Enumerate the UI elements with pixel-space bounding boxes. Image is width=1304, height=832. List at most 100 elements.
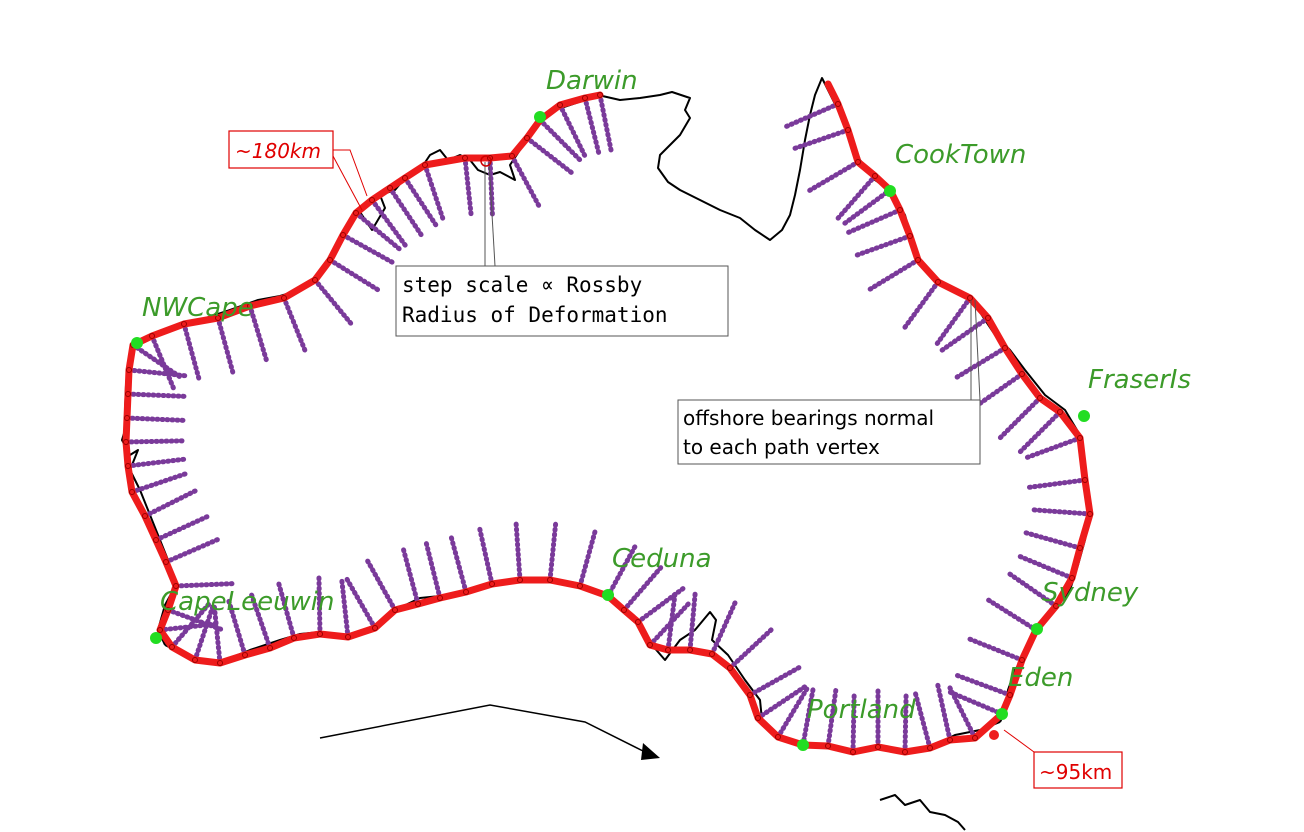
path-vertex [372, 625, 378, 631]
path-vertices [123, 92, 1093, 755]
offshore-transect [422, 162, 446, 223]
path-vertex [509, 153, 515, 159]
distance-south-text: ~95km [1039, 760, 1112, 784]
path-vertex [165, 607, 171, 613]
place-marker [1031, 623, 1043, 635]
offshore-transect [597, 92, 614, 155]
distance-north-box [228, 130, 334, 169]
path-vertex [902, 749, 908, 755]
place-label-fraseris: FraserIs [1088, 365, 1191, 395]
path-vertex [1053, 603, 1059, 609]
offshore-transect [339, 576, 351, 640]
path-vertex [845, 127, 851, 133]
path-vertex [124, 415, 130, 421]
path-vertex [907, 233, 913, 239]
path-vertex [125, 463, 131, 469]
bearing-note-box [677, 399, 981, 465]
path-vertex [173, 583, 179, 589]
rossby-note-box [395, 265, 729, 337]
offshore-transect [953, 672, 1013, 698]
offshore-transect [937, 315, 991, 354]
path-vertex [463, 589, 469, 595]
path-vertex [345, 634, 351, 640]
distance-north-leader [333, 149, 368, 197]
path-vertex [775, 734, 781, 740]
offshore-transect [448, 533, 469, 595]
distance-north-text: ~180km [235, 139, 321, 163]
offshore-transect [747, 664, 804, 698]
offshore-transect [327, 257, 382, 294]
offshore-transect [582, 95, 602, 157]
offshore-transect [834, 173, 878, 223]
place-label-portland: Portland [807, 695, 916, 725]
distance-label-south: ~95km [989, 729, 1123, 789]
path-vertex [422, 162, 428, 168]
path-vertex [1077, 545, 1083, 551]
path-vertex [340, 232, 346, 238]
place-label-ceduna: Ceduna [612, 544, 712, 574]
place-label-nwcape: NWCape [142, 293, 254, 323]
path-vertex [242, 652, 248, 658]
path-vertex [687, 647, 693, 653]
offshore-transect [840, 187, 893, 227]
offshore-transect [1023, 435, 1083, 461]
path-vertex [1019, 371, 1025, 377]
offshore-transect [312, 277, 355, 328]
offshore-transect [852, 233, 913, 259]
path-vertex [875, 744, 881, 750]
offshore-transect [1016, 409, 1063, 456]
path-vertex [163, 559, 169, 565]
path-vertex [1077, 435, 1083, 441]
offshore-transect [513, 519, 523, 583]
path-vertex [153, 537, 159, 543]
offshore-transect [727, 626, 776, 671]
offshore-transect [577, 527, 598, 589]
offshore-transect [825, 686, 839, 749]
path-vertex [1087, 511, 1093, 517]
offshore-transect [316, 573, 323, 637]
offshore-transect [364, 556, 398, 613]
offshore-transect [173, 581, 237, 589]
rossby-note-line2: Radius of Deformation [402, 303, 668, 327]
path-vertex [665, 647, 671, 653]
offshore-transect [1005, 570, 1059, 609]
offshore-transect [125, 456, 189, 469]
path-vertex [727, 665, 733, 671]
bearing-leader-line-2 [974, 299, 981, 401]
path-vertex [1037, 395, 1043, 401]
offshore-transect [402, 175, 440, 229]
path-vertex [149, 333, 155, 339]
offshore-transect [912, 689, 933, 751]
offshore-transect [971, 371, 1025, 410]
offshore-transect [343, 575, 378, 631]
arrow-head [641, 743, 660, 760]
path-vertex [557, 102, 563, 108]
offshore-transect [933, 295, 973, 348]
offshore-transect [181, 321, 202, 383]
path-vertex [317, 631, 323, 637]
distance-south-leader [1003, 729, 1035, 753]
offshore-transect [984, 596, 1039, 633]
rossby-annotation: step scale ∝ Rossby Radius of Deformatio… [395, 155, 729, 337]
path-vertex [353, 210, 359, 216]
offshore-transect [153, 513, 212, 543]
path-vertex [369, 197, 375, 203]
offshore-transect [248, 590, 273, 651]
path-vertex [489, 581, 495, 587]
offshore-transect [211, 602, 223, 666]
path-vertex [524, 135, 530, 141]
offshore-transect [387, 185, 425, 239]
path-vertex [437, 595, 443, 601]
path-vertex [972, 735, 978, 741]
path-vertex [291, 635, 297, 641]
path-vertex [1069, 575, 1075, 581]
offshore-transect [934, 680, 953, 743]
path-vertex [517, 577, 523, 583]
offshore-transect [400, 545, 421, 607]
offshore-transect [755, 683, 809, 721]
offshore-transect [605, 542, 639, 599]
path-vertex [597, 92, 603, 98]
offshore-transects [123, 92, 1093, 755]
offshore-transect [1024, 477, 1088, 491]
offshore-transect [557, 102, 588, 160]
